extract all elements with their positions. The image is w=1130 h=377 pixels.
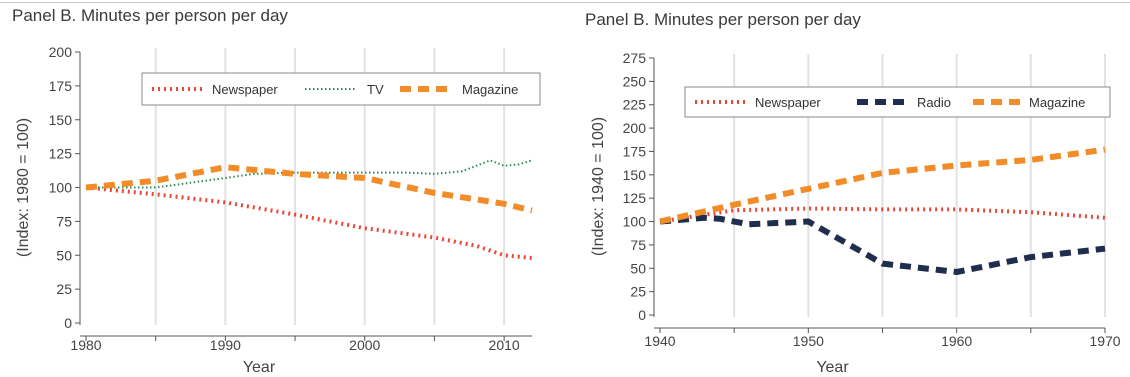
x-tick-label: 2000: [349, 337, 380, 353]
x-tick-label: 1940: [644, 333, 675, 349]
y-tick-label: 75: [56, 213, 72, 229]
x-tick-label: 1990: [210, 337, 241, 353]
x-tick-label: 1960: [941, 333, 972, 349]
series-line-newspaper: [85, 185, 533, 260]
x-axis-label: Year: [243, 359, 276, 376]
legend-label-newspaper: Newspaper: [212, 82, 278, 97]
x-axis-label: Year: [816, 359, 849, 376]
y-tick-label: 100: [623, 214, 647, 230]
x-tick-label: 2010: [489, 337, 520, 353]
y-tick-label: 0: [64, 315, 72, 331]
series-line-magazine: [659, 146, 1106, 225]
legend-label-radio: Radio: [917, 95, 951, 110]
legend-label-magazine: Magazine: [462, 82, 518, 97]
chart-panel-left: Panel B. Minutes per person per day 0 25 5…: [0, 0, 550, 377]
x-tick-label: 1970: [1089, 333, 1120, 349]
legend-label-newspaper: Newspaper: [755, 95, 821, 110]
y-tick-label: 150: [623, 167, 647, 183]
chart-left-svg: 0 25 50 75 100 125 150 175 200 1980 1990 2000 2010 Ye…: [15, 44, 541, 376]
chart-title-right: Panel B. Minutes per person per day: [585, 10, 861, 29]
x-tick-label: 1950: [793, 333, 824, 349]
chart-title-left: Panel B. Minutes per person per day: [12, 6, 288, 25]
legend: Newspaper TV Magazine: [141, 72, 541, 106]
top-border: [0, 2, 1130, 3]
y-tick-label: 0: [638, 307, 646, 323]
y-axis-label: (Index: 1940 = 100): [590, 117, 607, 256]
y-tick-label: 150: [49, 112, 73, 128]
series-line-radio: [659, 214, 1106, 275]
series-line-tv: [86, 159, 533, 189]
y-tick-label: 125: [49, 146, 73, 162]
y-tick-label: 50: [56, 247, 72, 263]
y-tick-label: 275: [623, 50, 647, 66]
y-tick-label: 125: [623, 190, 647, 206]
chart-panel-right: Panel B. Minutes per person per day 0 25 5…: [565, 0, 1130, 377]
chart-right-svg: 0 25 50 75 100 125 150 175 200 225 250 275 1940 1950 1…: [590, 50, 1121, 376]
y-tick-label: 200: [623, 120, 647, 136]
y-tick-label: 75: [630, 237, 646, 253]
y-axis-label: (Index: 1980 = 100): [15, 118, 32, 257]
y-tick-label: 25: [56, 281, 72, 297]
y-tick-label: 250: [623, 73, 647, 89]
y-tick-label: 225: [623, 97, 647, 113]
series-line-magazine: [85, 164, 533, 214]
legend: Newspaper Radio Magazine: [684, 86, 1111, 118]
series-line-newspaper: [659, 206, 1106, 224]
y-tick-label: 175: [623, 143, 647, 159]
y-tick-label: 175: [49, 78, 73, 94]
y-tick-label: 200: [49, 44, 73, 60]
x-tick-label: 1980: [70, 337, 101, 353]
legend-label-magazine: Magazine: [1029, 95, 1085, 110]
y-tick-label: 25: [630, 284, 646, 300]
y-tick-label: 100: [49, 180, 73, 196]
y-tick-label: 50: [630, 260, 646, 276]
legend-label-tv: TV: [367, 82, 384, 97]
